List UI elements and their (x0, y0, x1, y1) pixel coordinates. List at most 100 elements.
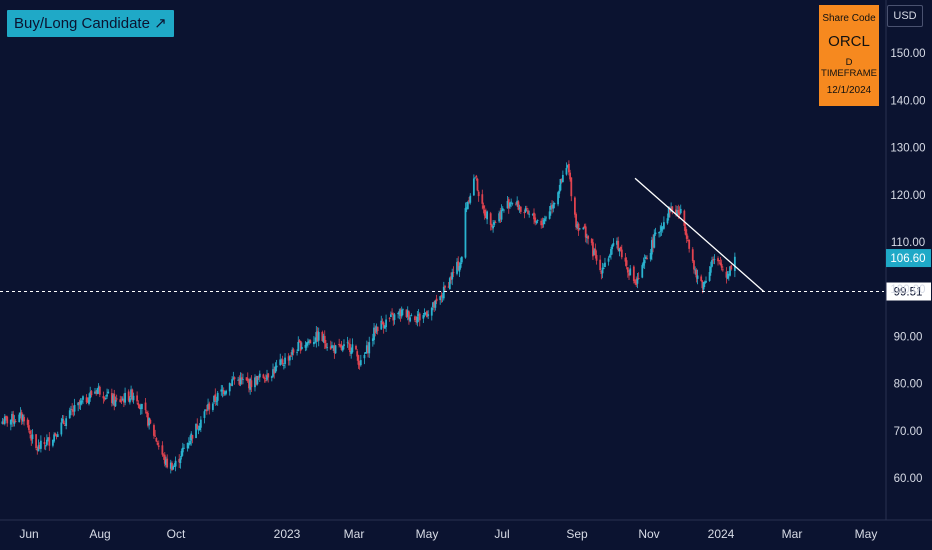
candle-body (197, 429, 200, 431)
candle-body (441, 296, 444, 298)
candle-body (566, 165, 569, 168)
candle-body (222, 390, 225, 395)
info-box-date: 12/1/2024 (826, 85, 872, 96)
candle-body (543, 218, 546, 222)
candle-body (181, 447, 184, 453)
candle-body (380, 320, 383, 330)
candle-body (456, 262, 458, 274)
candle-body (171, 462, 173, 471)
candle-body (122, 399, 125, 403)
price-tick-label: 120.00 (890, 190, 925, 202)
candle-body (48, 437, 51, 446)
candle-body (323, 335, 326, 344)
candle-body (541, 223, 544, 226)
candle-body (297, 342, 300, 352)
candle-body (322, 335, 325, 342)
candle-body (705, 280, 707, 283)
candle-body (137, 403, 140, 406)
candle-body (52, 439, 54, 446)
candle-body (280, 360, 283, 362)
candle-body (477, 191, 480, 197)
candle-body (131, 389, 134, 400)
candle-body (666, 218, 669, 224)
candle-body (448, 278, 451, 290)
candle-body (439, 296, 442, 301)
candle-body (141, 403, 143, 410)
candle-body (708, 272, 711, 281)
candle-body (169, 462, 172, 469)
candle-body (650, 240, 653, 255)
candle-body (644, 256, 647, 260)
candle-body (402, 309, 404, 311)
candle-body (408, 311, 410, 320)
candle-body (154, 435, 157, 437)
candle-body (196, 424, 199, 430)
candle-body (652, 238, 654, 248)
support-level-label: 99.51 (894, 287, 923, 299)
candle-body (94, 391, 96, 394)
candle-body (3, 416, 6, 424)
candle-body (287, 356, 290, 361)
candle-body (584, 226, 587, 238)
candle-body (1, 421, 4, 424)
candle-body (248, 380, 250, 389)
candle-body (586, 237, 588, 239)
candle-body (231, 379, 234, 386)
last-price-tag (886, 249, 931, 268)
candle-body (649, 252, 652, 260)
candle-body (460, 256, 463, 263)
candle-body (678, 211, 681, 215)
candle-body (493, 222, 496, 225)
candle-body (238, 379, 241, 385)
candle-body (675, 209, 677, 215)
candle-body (242, 379, 244, 380)
candle-body (594, 248, 597, 256)
candle-body (558, 190, 561, 194)
candle-body (124, 392, 126, 403)
candle-body (104, 397, 107, 399)
candle-body (65, 418, 68, 426)
candle-body (524, 208, 527, 213)
candle-body (592, 242, 594, 257)
candle-body (47, 437, 50, 441)
candle-body (368, 342, 371, 354)
candle-body (172, 466, 175, 470)
time-tick-label: Mar (344, 527, 365, 541)
candle-body (343, 344, 345, 346)
candle-body (19, 412, 22, 416)
candle-body (215, 401, 218, 402)
candle-body (601, 267, 604, 274)
candle-body (203, 411, 206, 418)
candle-body (299, 340, 302, 351)
candle-body (163, 454, 166, 464)
candle-body (565, 167, 568, 175)
candle-body (113, 393, 116, 406)
candle-body (440, 295, 443, 298)
trendline (634, 177, 765, 293)
candle-body (62, 420, 65, 424)
candle-body (636, 278, 639, 284)
candle-body (11, 413, 13, 422)
price-tick-label: 130.00 (890, 143, 925, 155)
candle-body (13, 421, 16, 424)
candle-body (334, 345, 337, 354)
candle-body (263, 378, 266, 380)
candle-body (208, 403, 211, 410)
candle-body (469, 195, 472, 203)
candle-body (60, 422, 63, 435)
candle-body (643, 260, 646, 264)
signal-badge[interactable]: Buy/Long Candidate ↗ (7, 10, 174, 37)
candle-body (430, 307, 433, 316)
candle-body (332, 346, 335, 348)
candle-body (717, 258, 719, 262)
info-box: Share Code ORCL D TIMEFRAME 12/1/2024 (819, 5, 879, 106)
candle-body (264, 380, 267, 381)
candle-body (86, 400, 89, 403)
currency-button[interactable]: USD (887, 5, 923, 27)
candle-body (205, 409, 208, 412)
candle-body (371, 338, 374, 341)
candle-body (625, 260, 628, 266)
candle-body (90, 391, 93, 396)
